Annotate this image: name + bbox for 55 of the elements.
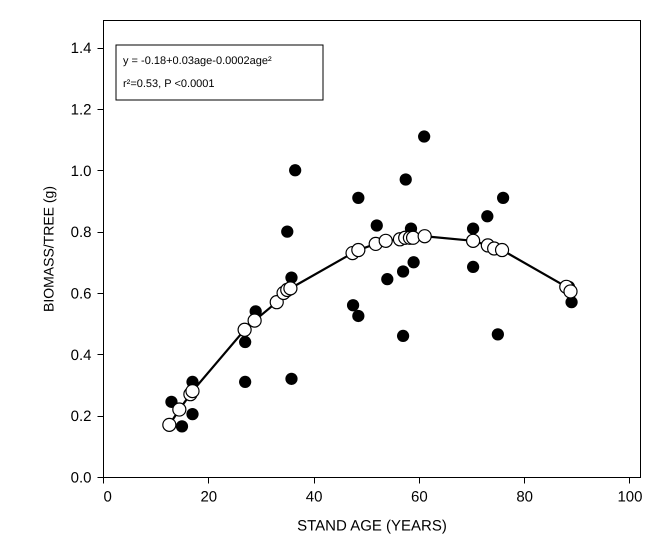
point	[172, 402, 186, 417]
point	[406, 230, 420, 245]
point	[176, 420, 188, 433]
point	[281, 226, 294, 238]
point	[185, 384, 200, 398]
point	[289, 164, 302, 176]
point	[418, 229, 432, 244]
point	[239, 336, 252, 348]
y-tick-label: 1.4	[70, 40, 92, 58]
x-axis-title: STAND AGE (YEARS)	[297, 518, 447, 534]
point	[285, 372, 298, 385]
point	[162, 418, 176, 432]
point	[496, 192, 510, 204]
point	[346, 299, 360, 312]
y-axis-title: BIOMASS/TREE (g)	[40, 186, 57, 312]
point	[352, 310, 364, 322]
point	[351, 242, 366, 258]
x-tick-label: 100	[617, 488, 642, 506]
point	[481, 210, 494, 222]
point	[270, 295, 284, 310]
point	[466, 260, 480, 274]
y-tick-label: 0.4	[70, 346, 92, 364]
point	[165, 396, 178, 408]
x-tick-label: 20	[200, 488, 218, 506]
y-tick-label: 1.2	[70, 101, 92, 118]
x-tick-label: 80	[516, 488, 534, 506]
y-tick-label: 0.6	[70, 285, 92, 302]
point	[283, 281, 298, 296]
point	[239, 376, 252, 388]
point	[248, 313, 262, 328]
point	[238, 322, 252, 337]
annotation: r²=0.53, P <0.0001	[123, 78, 215, 90]
point	[466, 222, 480, 235]
x-tick-label: 0	[104, 488, 112, 506]
x-tick-label: 40	[306, 488, 322, 506]
point	[492, 328, 504, 340]
y-tick-label: 1.0	[70, 162, 92, 180]
point	[407, 256, 420, 268]
point	[563, 284, 578, 299]
point	[396, 330, 410, 342]
point	[396, 265, 410, 278]
annotation: y = -0.18+0.03age-0.0002age²	[123, 55, 272, 67]
point	[370, 219, 383, 232]
point	[352, 192, 364, 204]
y-tick-label: 0.2	[70, 408, 92, 426]
point	[381, 273, 394, 286]
point	[186, 408, 199, 420]
point	[378, 234, 393, 248]
point	[466, 234, 480, 248]
y-tick-label: 0.0	[70, 470, 92, 486]
x-tick-label: 60	[411, 488, 428, 506]
y-tick-label: 0.8	[70, 224, 92, 242]
point	[400, 173, 412, 186]
point	[418, 130, 430, 143]
point	[494, 242, 510, 258]
